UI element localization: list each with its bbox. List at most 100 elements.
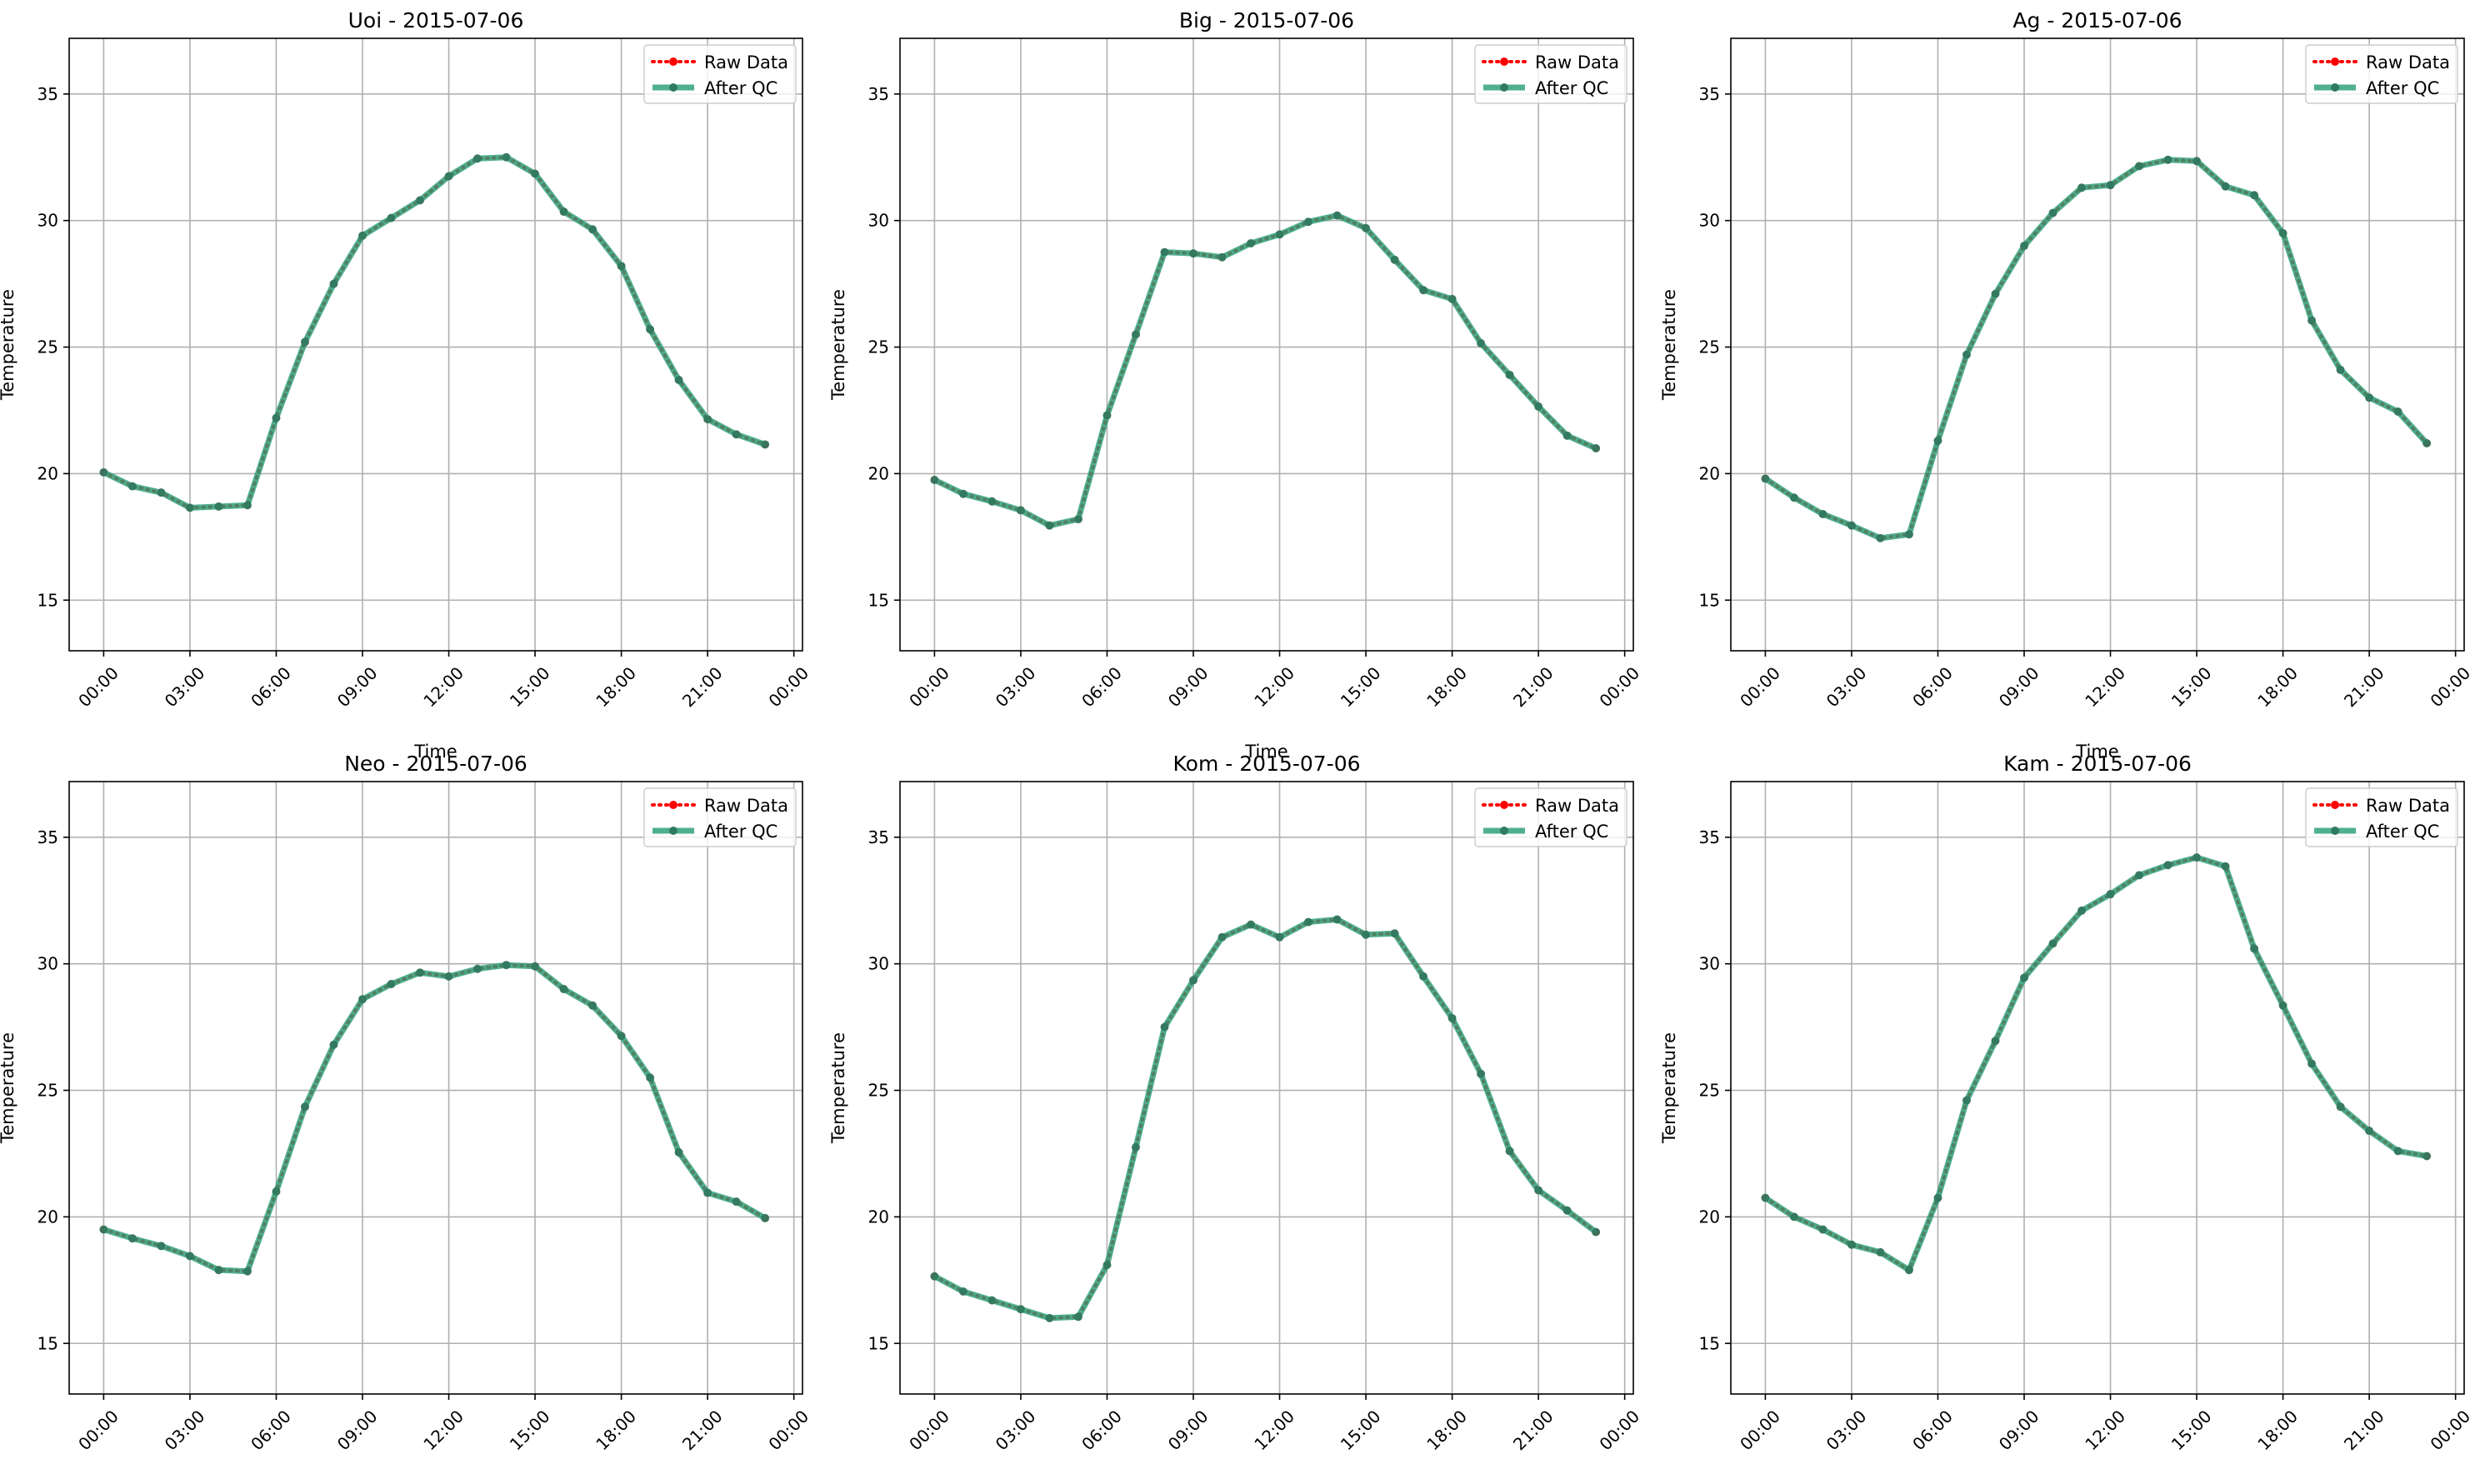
- x-tick-label: 09:00: [333, 663, 382, 712]
- after-qc-point: [2020, 242, 2028, 251]
- after-qc-point: [1160, 247, 1169, 257]
- x-tick-label: 00:00: [1736, 1407, 1784, 1455]
- x-tick-label: 15:00: [2168, 663, 2216, 712]
- after-qc-point: [272, 413, 281, 422]
- x-axis-label: Time: [413, 742, 457, 762]
- y-tick-label: 15: [38, 1333, 58, 1353]
- after-qc-point: [1189, 976, 1198, 985]
- after-qc-point: [1789, 1212, 1798, 1222]
- after-qc-point: [2393, 1147, 2402, 1156]
- y-tick-label: 25: [868, 337, 889, 357]
- after-qc-point: [1102, 411, 1112, 420]
- after-qc-point: [1991, 289, 2000, 298]
- after-qc-point: [1933, 1193, 1942, 1202]
- y-axis-label: Temperature: [1659, 289, 1679, 401]
- after-qc-point: [646, 1073, 655, 1082]
- after-qc-point: [1073, 1312, 1082, 1322]
- x-tick-label: 21:00: [2340, 663, 2388, 712]
- x-tick-label: 18:00: [2253, 1407, 2302, 1455]
- after-qc-point: [2078, 183, 2087, 192]
- y-axis-label: Temperature: [828, 289, 848, 401]
- after-qc-point: [559, 985, 568, 994]
- axes-frame: [899, 37, 1634, 652]
- after-qc-point: [2308, 316, 2317, 325]
- after-qc-point: [1189, 249, 1198, 258]
- after-qc-point: [1304, 917, 1313, 927]
- legend-qc-marker: [2331, 83, 2339, 92]
- x-tick-label: 06:00: [1078, 1407, 1126, 1455]
- after-qc-point: [1592, 444, 1601, 453]
- x-tick-label: 18:00: [1422, 1407, 1471, 1455]
- series-group: [99, 961, 770, 1276]
- x-tick-label: 00:00: [74, 1407, 122, 1455]
- y-tick-label: 15: [1699, 1333, 1720, 1353]
- after-qc-point: [2106, 890, 2115, 899]
- x-tick-label: 00:00: [1595, 663, 1643, 712]
- y-tick-label: 20: [1699, 463, 1720, 483]
- y-tick-label: 20: [38, 1207, 58, 1227]
- after-qc-point: [473, 154, 482, 163]
- after-qc-point: [157, 1242, 166, 1251]
- axes-frame: [899, 781, 1634, 1395]
- x-axis-label: Time: [2075, 742, 2118, 762]
- after-qc-point: [2048, 208, 2058, 217]
- y-tick-label: 30: [868, 954, 889, 974]
- plot-area: [1731, 782, 2464, 1394]
- after-qc-point: [674, 376, 683, 385]
- chart-title: Big - 2015-07-06: [1179, 8, 1354, 32]
- x-tick-label: 06:00: [1908, 663, 1957, 712]
- after-qc-point: [99, 1225, 108, 1234]
- after-qc-point: [502, 961, 511, 970]
- y-tick-label: 15: [1699, 590, 1720, 610]
- x-tick-label: 06:00: [247, 1407, 295, 1455]
- after-qc-point: [444, 972, 453, 981]
- plot-area: [1731, 38, 2464, 651]
- after-qc-point: [2221, 182, 2230, 191]
- after-qc-point: [1962, 350, 1971, 359]
- y-tick-label: 20: [38, 463, 58, 483]
- y-tick-label: 20: [868, 1207, 889, 1227]
- chart-title: Kam - 2015-07-06: [2003, 752, 2192, 776]
- after-qc-point: [329, 1040, 338, 1049]
- after-qc-point: [1304, 217, 1313, 227]
- after-qc-point: [958, 489, 968, 498]
- after-qc-point: [1818, 1225, 1828, 1234]
- x-tick-label: 18:00: [2253, 663, 2302, 712]
- after-qc-point: [1761, 474, 1770, 483]
- subplot-6: 00:00 03:00 06:00 09:00 12:00 15:00 18:00 21:00…: [1659, 752, 2474, 1455]
- after-qc-point: [1045, 1313, 1054, 1322]
- after-qc-point: [1818, 509, 1828, 518]
- after-qc-point: [1332, 211, 1342, 220]
- after-qc-point: [2422, 1152, 2432, 1161]
- x-tick-label: 18:00: [592, 663, 640, 712]
- y-tick-label: 30: [38, 211, 58, 231]
- legend-qc-label: After QC: [2366, 78, 2439, 98]
- after-qc-point: [416, 196, 425, 205]
- y-tick-label: 15: [868, 1333, 889, 1353]
- after-qc-point: [1016, 506, 1025, 515]
- after-qc-point: [502, 152, 511, 162]
- chart-title: Ag - 2015-07-06: [2012, 8, 2182, 32]
- after-qc-point: [988, 497, 997, 506]
- after-qc-point: [930, 1272, 939, 1281]
- after-qc-point: [1247, 920, 1256, 929]
- after-qc-point: [1592, 1227, 1601, 1237]
- x-tick-label: 12:00: [1250, 1407, 1298, 1455]
- after-qc-point: [703, 415, 712, 424]
- legend-qc-label: After QC: [704, 78, 778, 98]
- y-axis-label: Temperature: [0, 289, 18, 401]
- plot-area: [900, 38, 1633, 651]
- after-qc-point: [1962, 1096, 1971, 1105]
- legend-raw-label: Raw Data: [1535, 796, 1619, 816]
- y-axis-label: Temperature: [1659, 1032, 1679, 1144]
- after-qc-point: [732, 1197, 741, 1207]
- after-qc-point: [1991, 1037, 2000, 1046]
- chart-title: Neo - 2015-07-06: [344, 752, 528, 776]
- after-qc-point: [2250, 191, 2259, 200]
- y-tick-label: 30: [1699, 211, 1720, 231]
- after-qc-point: [2135, 871, 2144, 880]
- after-qc-point: [761, 1213, 770, 1222]
- after-qc-point: [1448, 1013, 1457, 1022]
- after-qc-point: [2365, 1127, 2374, 1136]
- after-qc-point: [588, 225, 598, 234]
